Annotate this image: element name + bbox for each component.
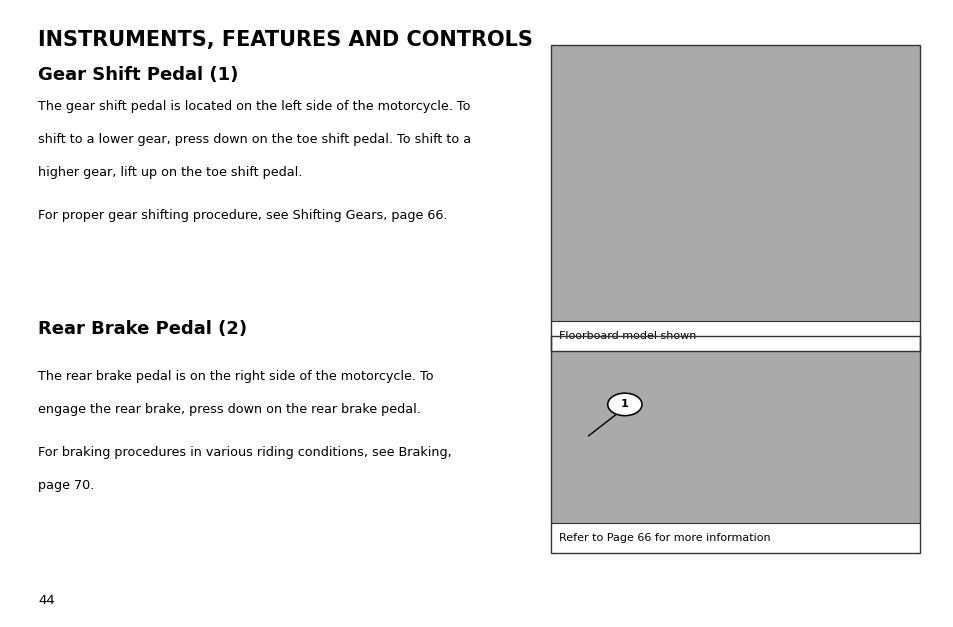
Text: For proper gear shifting procedure, see Shifting Gears, page 66.: For proper gear shifting procedure, see … bbox=[38, 209, 447, 223]
Text: Gear Shift Pedal (1): Gear Shift Pedal (1) bbox=[38, 66, 238, 84]
Text: higher gear, lift up on the toe shift pedal.: higher gear, lift up on the toe shift pe… bbox=[38, 166, 302, 179]
Bar bbox=[551, 321, 919, 351]
Bar bbox=[551, 523, 919, 553]
Bar bbox=[551, 45, 919, 321]
Text: shift to a lower gear, press down on the toe shift pedal. To shift to a: shift to a lower gear, press down on the… bbox=[38, 133, 471, 146]
Text: page 70.: page 70. bbox=[38, 479, 94, 492]
Text: The gear shift pedal is located on the left side of the motorcycle. To: The gear shift pedal is located on the l… bbox=[38, 100, 470, 113]
Text: 44: 44 bbox=[38, 594, 55, 607]
Text: INSTRUMENTS, FEATURES AND CONTROLS: INSTRUMENTS, FEATURES AND CONTROLS bbox=[38, 30, 533, 50]
Text: 1: 1 bbox=[620, 399, 628, 409]
Text: For braking procedures in various riding conditions, see Braking,: For braking procedures in various riding… bbox=[38, 446, 452, 460]
Text: Rear Brake Pedal (2): Rear Brake Pedal (2) bbox=[38, 320, 247, 338]
Text: The rear brake pedal is on the right side of the motorcycle. To: The rear brake pedal is on the right sid… bbox=[38, 370, 434, 383]
Bar bbox=[551, 45, 919, 351]
Text: Floorboard model shown: Floorboard model shown bbox=[558, 331, 696, 341]
Circle shape bbox=[607, 393, 641, 416]
Bar bbox=[551, 336, 919, 553]
Bar bbox=[551, 336, 919, 523]
Text: engage the rear brake, press down on the rear brake pedal.: engage the rear brake, press down on the… bbox=[38, 403, 420, 416]
Text: Refer to Page 66 for more information: Refer to Page 66 for more information bbox=[558, 533, 770, 543]
